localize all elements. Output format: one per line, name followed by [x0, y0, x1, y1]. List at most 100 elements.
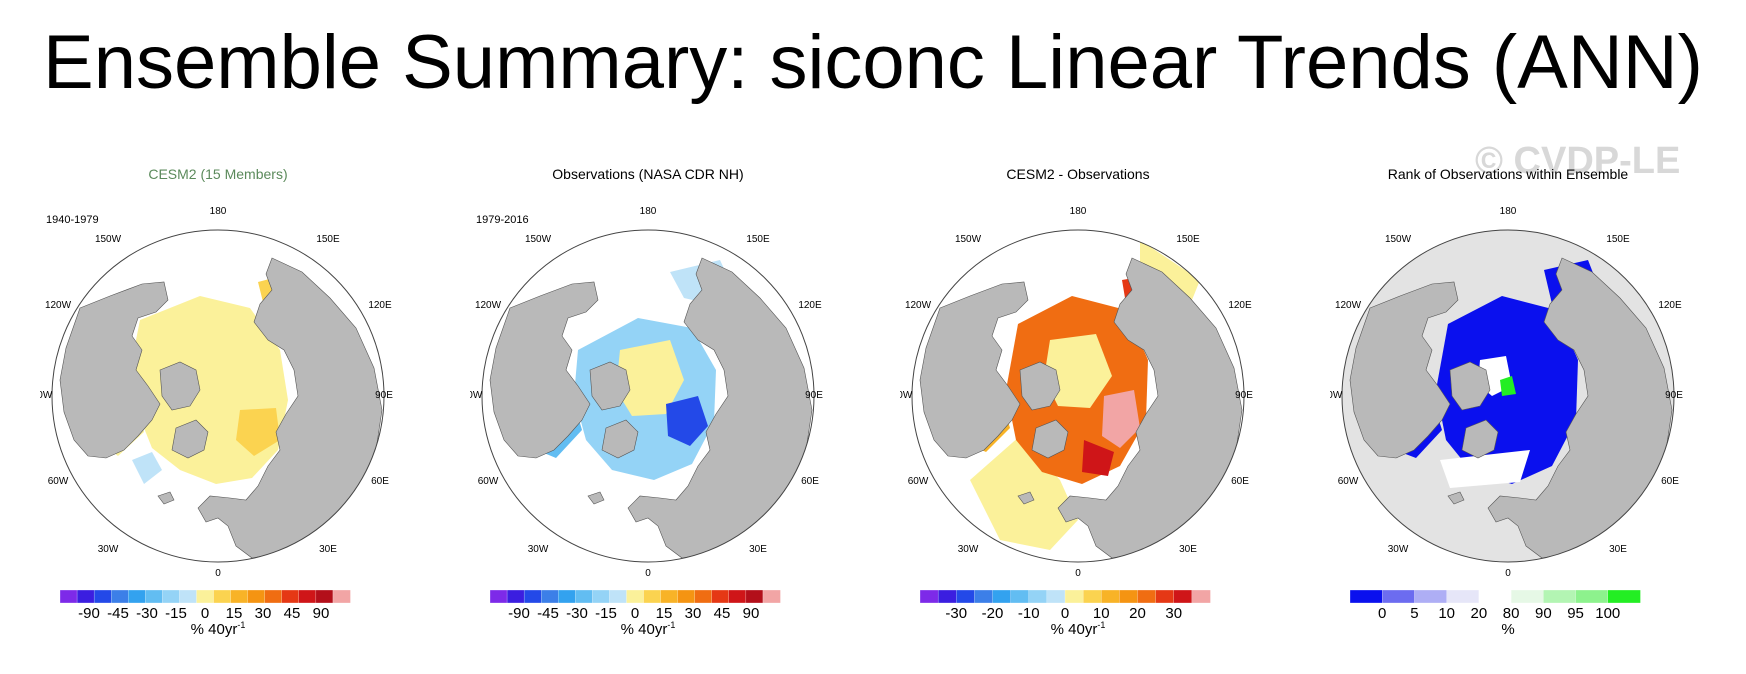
panel-difference: CESM2 - Observations 180 150W 150E 120W 120E…: [860, 160, 1296, 674]
page-title: Ensemble Summary: siconc Linear Trends (…: [43, 20, 1703, 105]
panel-cesm2-trend: CESM2 (15 Members) 1940-1979 180 150W 150E…: [0, 160, 436, 674]
panel-observations-trend: Observations (NASA CDR NH) 1979-2016 180…: [430, 160, 866, 674]
ice-trend-field: [236, 408, 280, 456]
panel-title: Observations (NASA CDR NH): [552, 166, 744, 182]
lon-label-90w: 90W: [470, 390, 483, 401]
lon-label-150w: 150W: [1385, 234, 1412, 245]
lon-label-60e: 60E: [371, 476, 389, 487]
colorbar-tick: 45: [284, 605, 301, 620]
land: [1019, 361, 1061, 411]
colorbar-tick: -45: [537, 605, 559, 620]
colorbar-tick: 30: [685, 605, 702, 620]
colorbar-swatch: [1607, 589, 1641, 604]
lon-label-180: 180: [210, 206, 227, 217]
lon-label-90w: 90W: [40, 390, 53, 401]
lon-label-120w: 120W: [475, 300, 502, 311]
colorbar-swatch: [1575, 589, 1609, 604]
colorbar-tick: -90: [78, 605, 100, 620]
colorbar: -90 -45 -30 -15 0 15 30 45 90: [59, 589, 351, 620]
ice-trend-field: [1440, 450, 1530, 488]
land: [157, 491, 175, 505]
colorbar-swatch: [196, 589, 215, 604]
colorbar-swatch: [506, 589, 525, 604]
lon-label-30w: 30W: [528, 544, 549, 555]
ice-trend-field: [132, 452, 162, 484]
colorbar-swatch: [992, 589, 1012, 604]
map-border: [481, 229, 815, 563]
lon-label-150e: 150E: [746, 234, 770, 245]
colorbar-tick: -15: [595, 605, 617, 620]
colorbar-swatch: [523, 589, 542, 604]
colorbar-swatch: [1382, 589, 1416, 604]
colorbar-units: % 40yr-1: [620, 620, 676, 638]
colorbar: -30 -20 -10 0 10 20 30: [919, 589, 1211, 620]
lon-label-120w: 120W: [905, 300, 932, 311]
colorbar-tick: 5: [1410, 605, 1418, 620]
colorbar-swatch: [162, 589, 181, 604]
watermark: © CVDP-LE: [1475, 140, 1681, 182]
lon-label-120e: 120E: [798, 300, 822, 311]
colorbar-swatch: [264, 589, 283, 604]
colorbar-swatch: [1082, 589, 1102, 604]
colorbar-swatch: [1137, 589, 1157, 604]
colorbar-swatch: [1064, 589, 1084, 604]
lon-label-90w: 90W: [1330, 390, 1343, 401]
ice-trend-field: [970, 436, 1078, 550]
colorbar-tick: 100: [1595, 605, 1620, 620]
ice-trend-field: [1102, 390, 1140, 448]
polar-map: 180 150W 150E 120W 120E 90W 90E 60W 60E 30W 30E 0: [900, 206, 1253, 579]
lon-label-60e: 60E: [1661, 476, 1679, 487]
land: [919, 281, 1029, 459]
land: [159, 361, 201, 411]
lon-label-150e: 150E: [1176, 234, 1200, 245]
lon-label-60e: 60E: [1231, 476, 1249, 487]
colorbar-tick: -30: [566, 605, 588, 620]
colorbar-tick: -30: [945, 605, 967, 620]
lon-label-180: 180: [640, 206, 657, 217]
land: [1031, 419, 1069, 459]
colorbar-tick: 90: [743, 605, 760, 620]
colorbar-units: % 40yr-1: [190, 620, 246, 638]
colorbar-swatch: [298, 589, 317, 604]
colorbar-tick: 95: [1567, 605, 1584, 620]
lon-label-120e: 120E: [368, 300, 392, 311]
lon-label-30e: 30E: [319, 544, 337, 555]
panel-title: CESM2 (15 Members): [148, 166, 288, 182]
colorbar-tick: 90: [313, 605, 330, 620]
colorbar-tick: 30: [255, 605, 272, 620]
lon-label-150e: 150E: [1606, 234, 1630, 245]
colorbar-swatch: [230, 589, 249, 604]
polar-map: 180 150W 150E 120W 120E 90W 90E 60W 60E 30W 30E 0: [40, 206, 393, 579]
colorbar-units: % 40yr-1: [1050, 620, 1106, 638]
colorbar-tick: -10: [1018, 605, 1040, 620]
colorbar-tick: -15: [165, 605, 187, 620]
colorbar-swatch: [281, 589, 300, 604]
colorbar-tick: -20: [982, 605, 1004, 620]
ice-trend-field: [616, 340, 684, 416]
lon-label-150w: 150W: [955, 234, 982, 245]
map-border: [1341, 229, 1675, 563]
colorbar-swatch: [694, 589, 713, 604]
ice-trend-field: [1044, 334, 1112, 408]
land: [587, 491, 605, 505]
land: [171, 419, 209, 459]
panel-title: CESM2 - Observations: [1006, 166, 1150, 182]
land: [589, 361, 631, 411]
colorbar-swatch: [558, 589, 576, 604]
panel-rank: Rank of Observations within Ensemble 180…: [1290, 160, 1726, 674]
colorbar-swatch: [489, 589, 508, 604]
ice-trend-field: [1500, 376, 1516, 396]
lon-label-120e: 120E: [1658, 300, 1682, 311]
colorbar-tick: 20: [1129, 605, 1146, 620]
lon-label-90e: 90E: [1235, 390, 1253, 401]
colorbar-swatch: [626, 589, 645, 604]
land: [1447, 491, 1465, 505]
colorbar-swatch: [1028, 589, 1048, 604]
lon-label-90e: 90E: [1665, 390, 1683, 401]
colorbar-swatch: [1155, 589, 1175, 604]
colorbar-swatch: [919, 589, 939, 604]
colorbar-tick: 45: [714, 605, 731, 620]
land: [601, 419, 639, 459]
lon-label-30w: 30W: [98, 544, 119, 555]
lon-label-60w: 60W: [1338, 476, 1359, 487]
